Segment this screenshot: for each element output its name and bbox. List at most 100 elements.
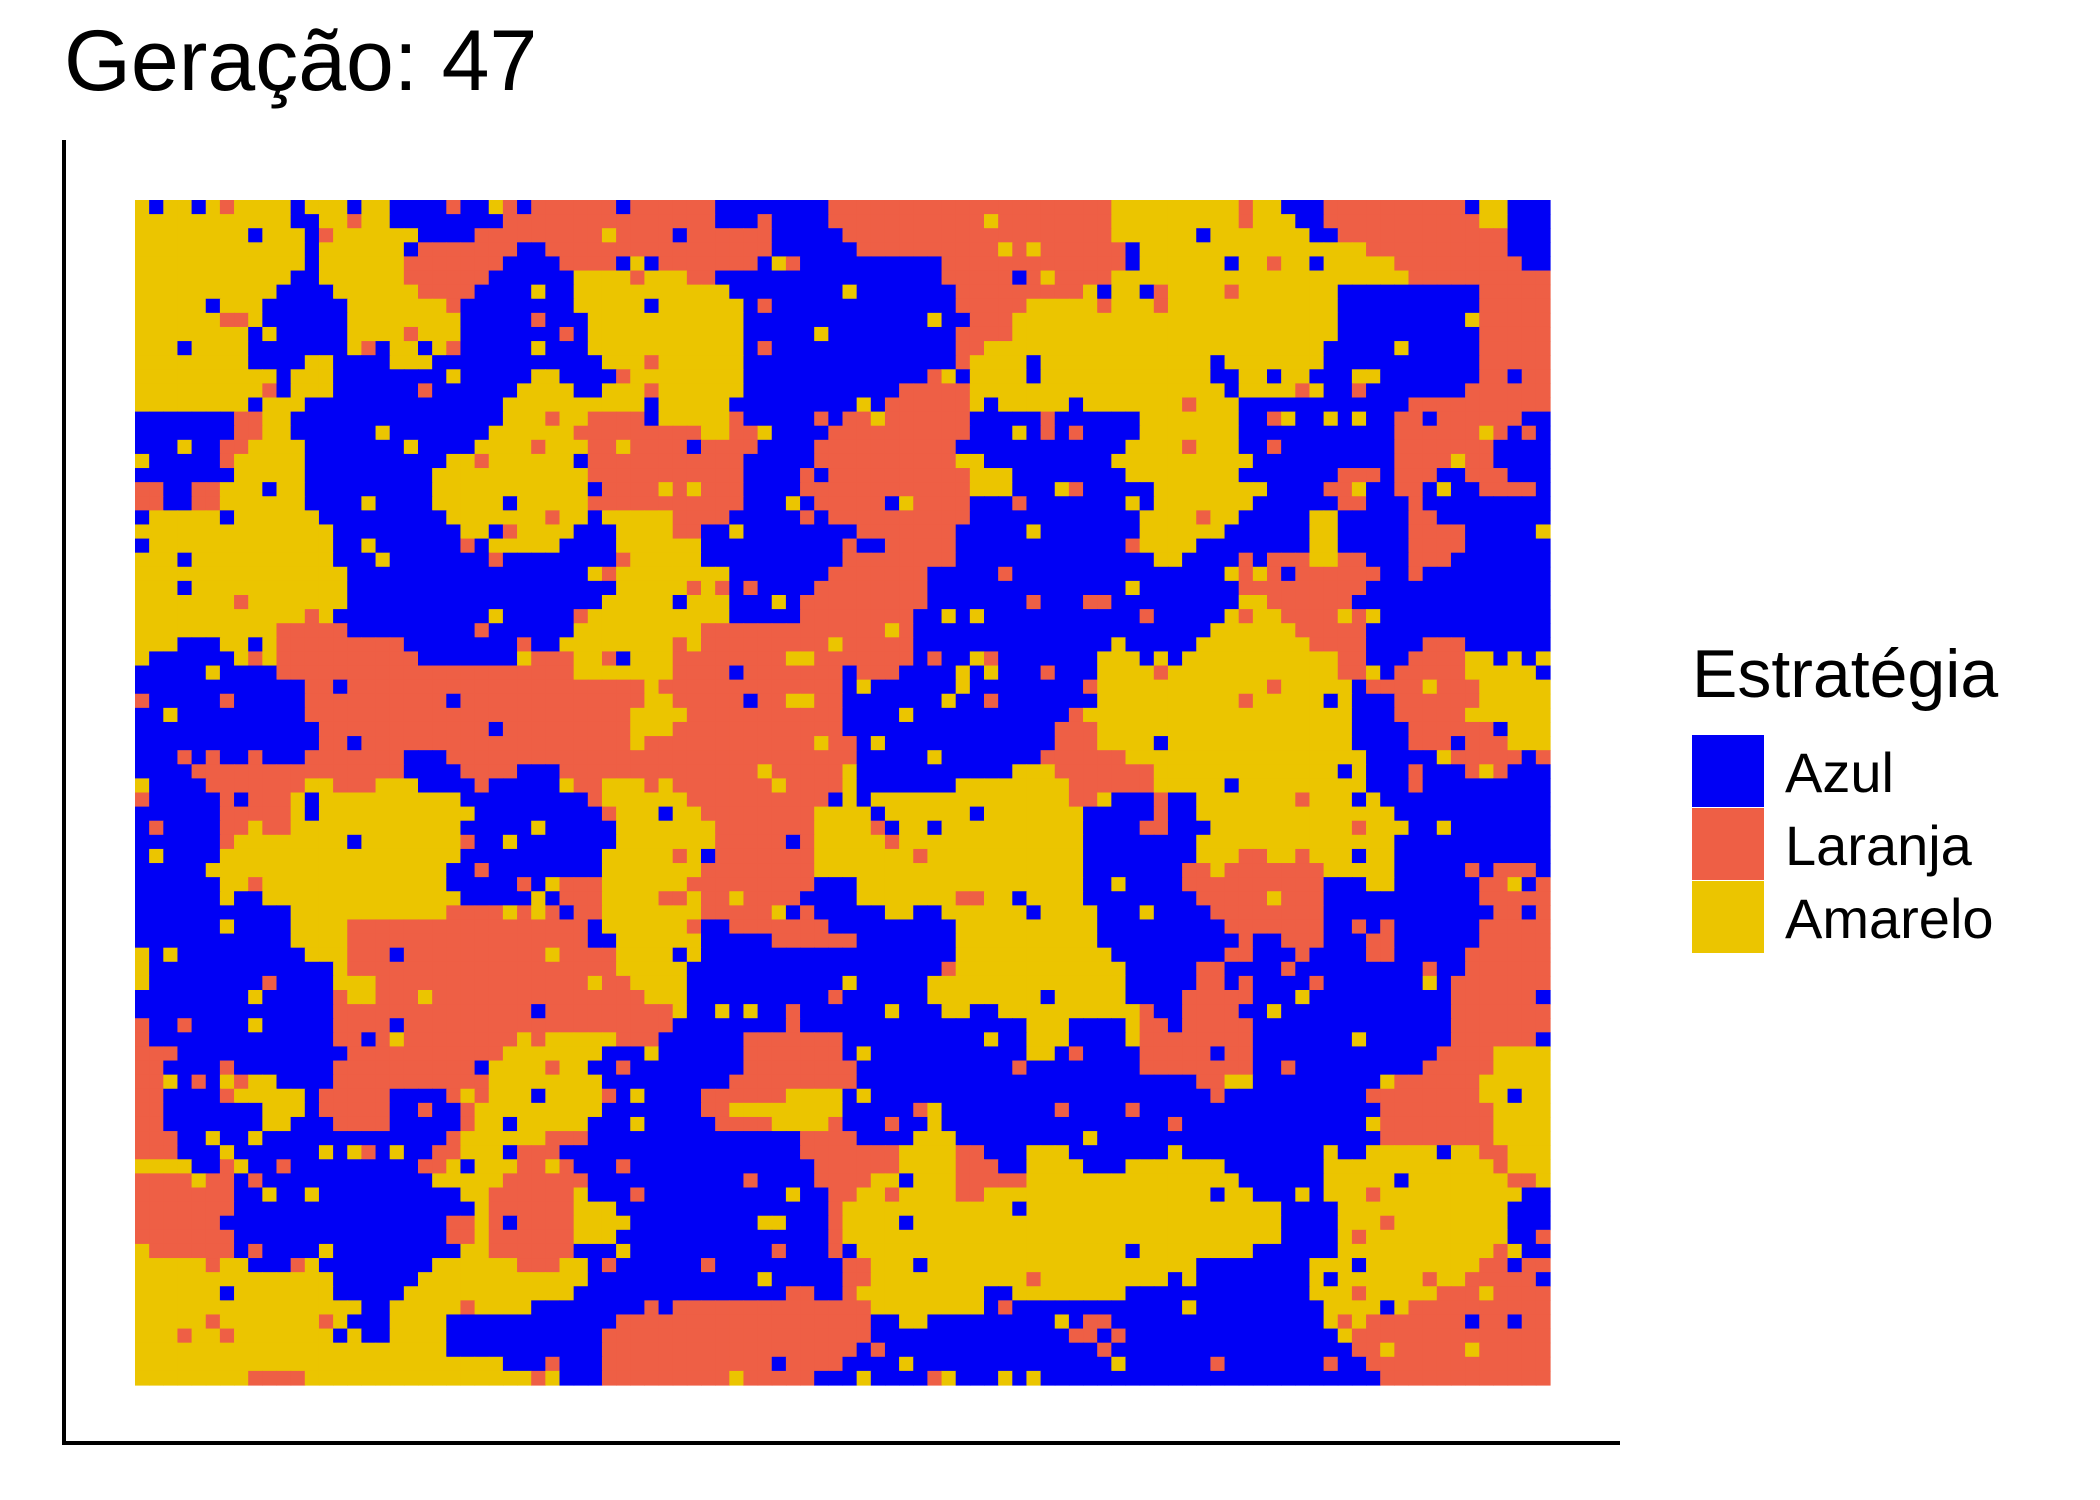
heatmap-cell	[884, 538, 900, 554]
heatmap-cell	[219, 270, 235, 286]
heatmap-cell	[1493, 792, 1509, 808]
heatmap-cell	[658, 891, 674, 906]
heatmap-cell	[191, 510, 207, 526]
heatmap-cell	[177, 383, 193, 399]
heatmap-cell	[1267, 341, 1282, 356]
heatmap-cell	[205, 566, 221, 582]
heatmap-cell	[559, 580, 575, 596]
heatmap-cell	[1366, 750, 1381, 765]
heatmap-cell	[1167, 651, 1183, 667]
heatmap-cell	[856, 228, 872, 243]
heatmap-cell	[1054, 270, 1070, 286]
heatmap-cell	[644, 468, 660, 483]
heatmap-cell	[1394, 524, 1410, 540]
heatmap-cell	[1054, 482, 1070, 497]
heatmap-cell	[163, 806, 179, 822]
heatmap-cell	[771, 552, 787, 568]
heatmap-cell	[177, 863, 193, 878]
heatmap-cell	[1167, 284, 1183, 300]
heatmap-cell	[1153, 524, 1169, 540]
heatmap-cell	[1224, 538, 1240, 554]
heatmap-cell	[531, 552, 546, 568]
heatmap-cell	[545, 891, 561, 906]
heatmap-cell	[304, 496, 320, 511]
heatmap-cell	[517, 623, 532, 638]
heatmap-cell	[559, 411, 575, 427]
heatmap-cell	[488, 665, 504, 681]
heatmap-cell	[361, 863, 377, 878]
heatmap-cell	[361, 595, 377, 610]
heatmap-cell	[927, 877, 943, 892]
heatmap-cell	[616, 496, 631, 511]
heatmap-cell	[1380, 721, 1395, 737]
heatmap-cell	[913, 397, 928, 413]
heatmap-cell	[347, 425, 362, 441]
heatmap-cell	[517, 848, 532, 864]
heatmap-cell	[1521, 341, 1537, 356]
heatmap-cell	[1224, 242, 1240, 258]
heatmap-cell	[290, 425, 306, 441]
heatmap-cell	[1026, 482, 1042, 497]
heatmap-cell	[375, 580, 391, 596]
heatmap-cell	[545, 552, 561, 568]
heatmap-cell	[1507, 693, 1523, 709]
heatmap-cell	[998, 468, 1013, 483]
heatmap-cell	[1521, 637, 1537, 653]
heatmap-cell	[1521, 369, 1537, 384]
heatmap-cell	[785, 609, 801, 624]
heatmap-cell	[1111, 778, 1127, 794]
heatmap-cell	[969, 665, 985, 681]
heatmap-cell	[941, 580, 957, 596]
heatmap-cell	[814, 538, 829, 554]
heatmap-cell	[899, 256, 914, 272]
heatmap-cell	[248, 298, 263, 314]
heatmap-cell	[672, 863, 688, 878]
heatmap-cell	[1535, 820, 1551, 836]
heatmap-cell	[1097, 651, 1112, 667]
heatmap-cell	[870, 538, 886, 554]
heatmap-cell	[715, 468, 730, 483]
heatmap-cell	[149, 665, 164, 681]
heatmap-cell	[630, 453, 645, 469]
heatmap-cell	[432, 228, 447, 243]
heatmap-cell	[729, 524, 745, 540]
heatmap-cell	[361, 736, 377, 751]
heatmap-cell	[1309, 397, 1325, 413]
heatmap-cell	[403, 214, 419, 229]
heatmap-cell	[1040, 538, 1056, 554]
heatmap-cell	[1394, 298, 1410, 314]
heatmap-cell	[177, 510, 193, 526]
heatmap-cell	[743, 806, 759, 822]
heatmap-cell	[502, 341, 518, 356]
heatmap-cell	[1479, 524, 1494, 540]
heatmap-cell	[899, 312, 914, 328]
heatmap-cell	[1139, 637, 1155, 653]
heatmap-cell	[644, 891, 660, 906]
heatmap-cell	[318, 242, 334, 258]
heatmap-cell	[389, 312, 405, 328]
heatmap-cell	[984, 510, 999, 526]
heatmap-cell	[814, 496, 829, 511]
heatmap-cell	[998, 214, 1013, 229]
heatmap-cell	[1380, 665, 1395, 681]
heatmap-cell	[1535, 439, 1551, 455]
heatmap-cell	[163, 270, 179, 286]
heatmap-cell	[361, 820, 377, 836]
heatmap-cell	[318, 425, 334, 441]
heatmap-cell	[842, 411, 858, 427]
heatmap-cell	[998, 580, 1013, 596]
heatmap-cell	[616, 580, 631, 596]
heatmap-cell	[828, 341, 844, 356]
heatmap-cell	[488, 764, 504, 779]
heatmap-cell	[531, 693, 546, 709]
heatmap-cell	[234, 580, 249, 596]
heatmap-cell	[1465, 496, 1480, 511]
heatmap-cell	[1267, 496, 1282, 511]
heatmap-cell	[375, 834, 391, 850]
heatmap-cell	[1493, 425, 1509, 441]
heatmap-cell	[403, 877, 419, 892]
heatmap-cell	[1535, 609, 1551, 624]
heatmap-cell	[1012, 693, 1028, 709]
heatmap-cell	[701, 651, 716, 667]
heatmap-cell	[1012, 214, 1028, 229]
